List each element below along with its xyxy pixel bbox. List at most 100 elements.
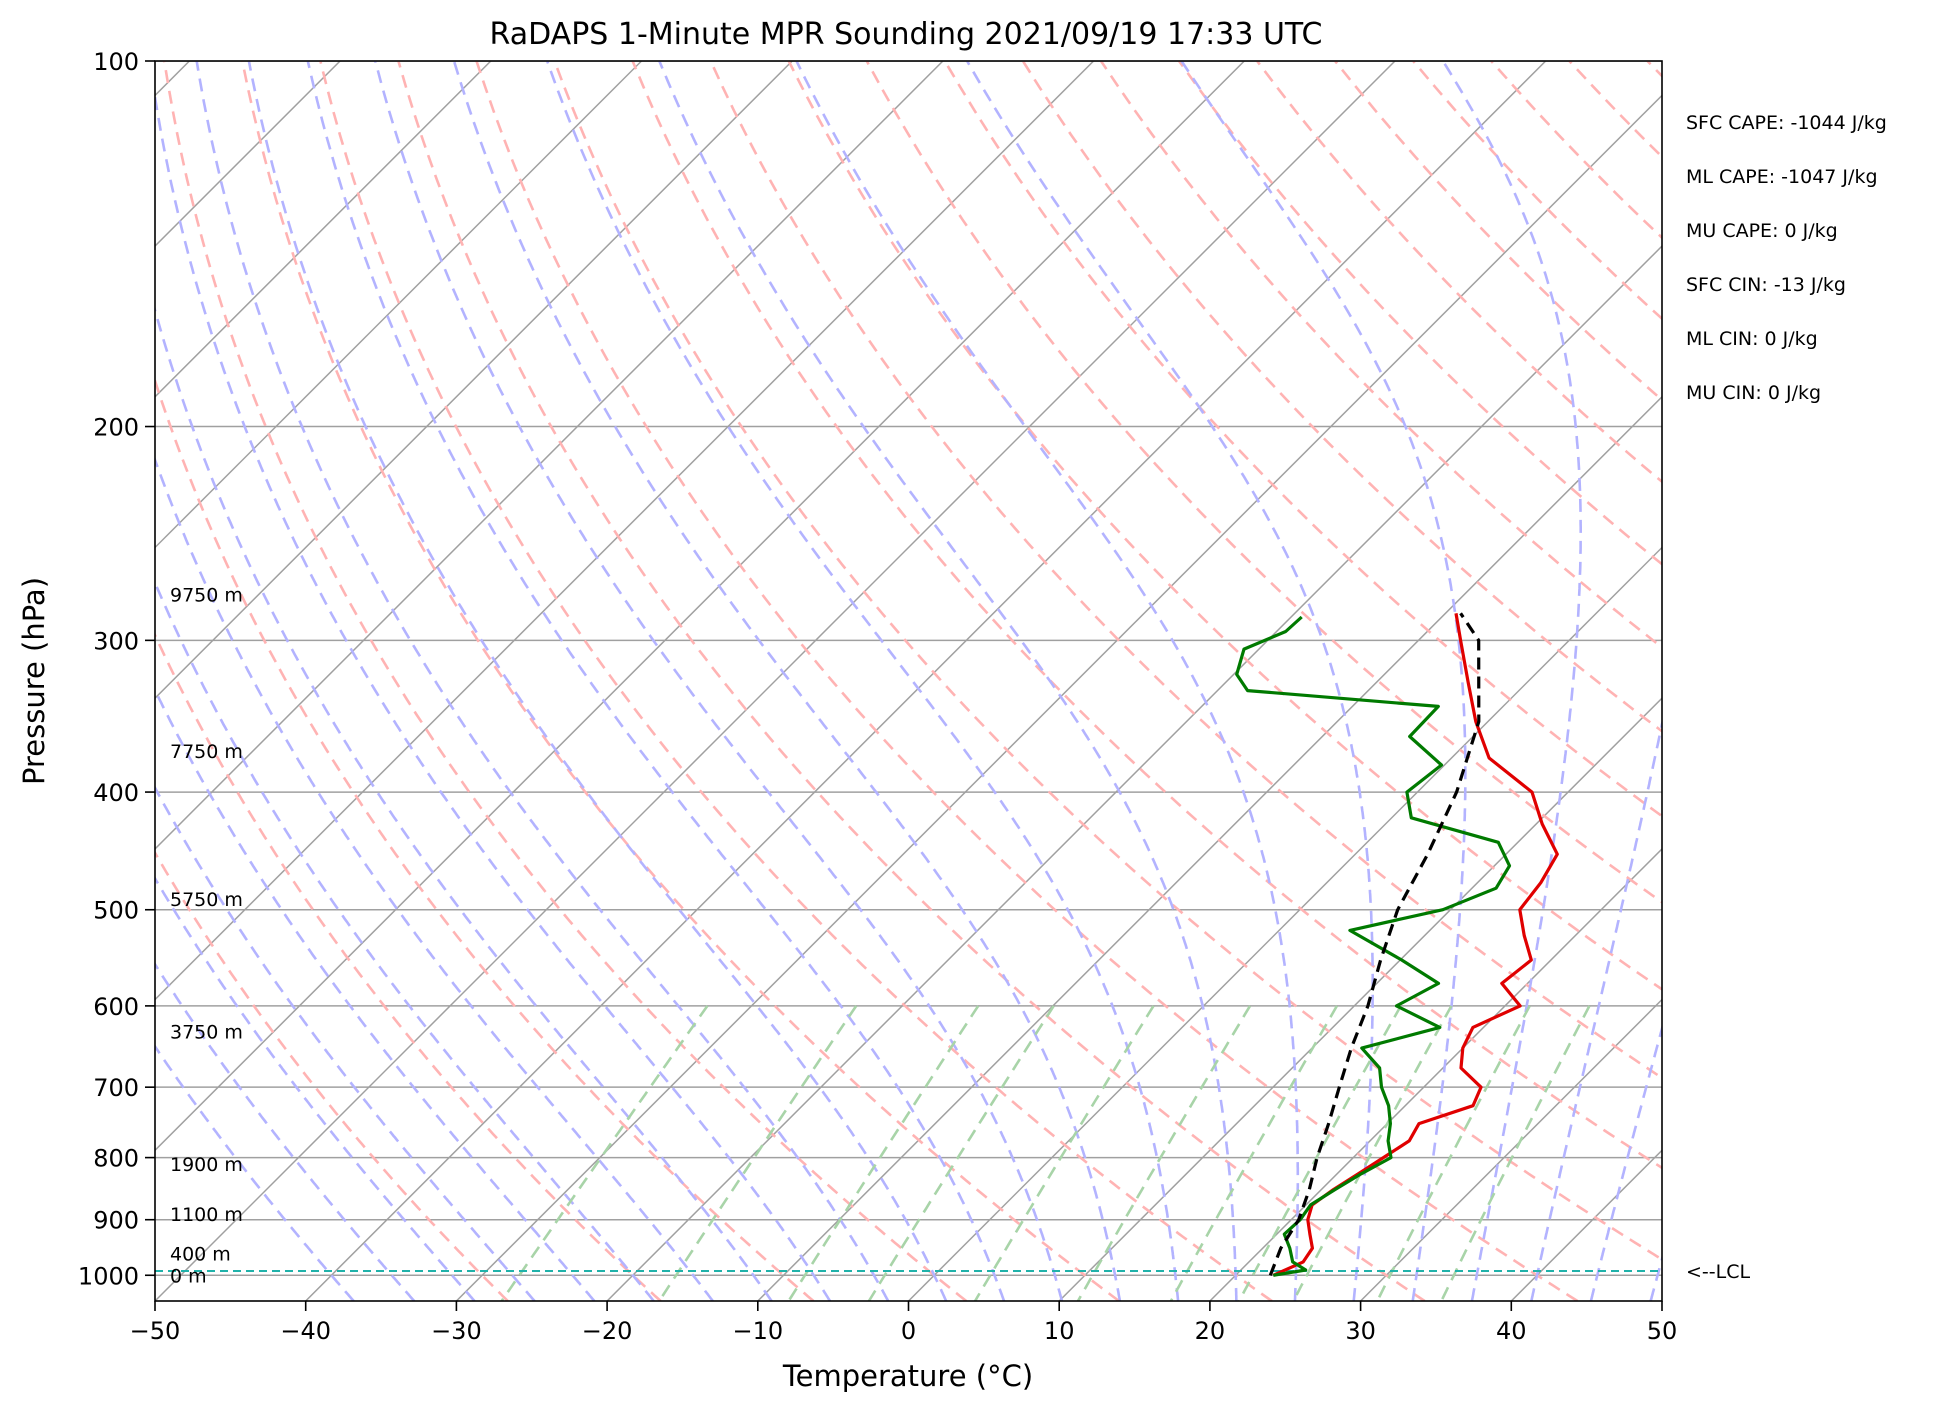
parcel-profile xyxy=(1268,612,1481,1276)
isotherm xyxy=(155,61,1245,1152)
isotherm xyxy=(155,61,341,248)
temperature-profile xyxy=(1272,613,1559,1277)
y-tick-label: 200 xyxy=(93,414,139,442)
dry-adiabat xyxy=(155,632,662,1301)
y-axis-label: Pressure (hPa) xyxy=(17,577,51,785)
x-tick-label: −10 xyxy=(732,1317,783,1345)
dry-adiabat xyxy=(1646,61,1662,78)
moist-adiabat xyxy=(452,61,1122,1301)
dewpoint-profile xyxy=(1235,615,1512,1277)
isotherm xyxy=(155,61,944,850)
dry-adiabat xyxy=(787,61,1662,991)
dry-adiabat xyxy=(397,61,1426,1301)
moist-adiabat xyxy=(658,61,1238,1301)
mixing-ratio-line xyxy=(1440,1005,1591,1301)
y-tick-label: 300 xyxy=(93,627,139,655)
isotherm xyxy=(757,395,1662,1301)
dry-adiabat xyxy=(155,376,815,1301)
stability-index: ML CAPE: -1047 J/kg xyxy=(1686,166,1878,188)
y-tick-label: 400 xyxy=(93,779,139,807)
isotherm xyxy=(1058,697,1662,1301)
dry-adiabat xyxy=(1334,61,1662,402)
moist-adiabat xyxy=(155,305,773,1301)
moist-adiabat xyxy=(155,579,655,1301)
height-label: 1900 m xyxy=(170,1154,243,1176)
lcl-line-group: <--LCL xyxy=(155,1261,1750,1283)
height-label: 1100 m xyxy=(170,1204,243,1226)
dry-adiabat xyxy=(1021,61,1662,733)
isotherms xyxy=(155,61,1662,1301)
dry-adiabat xyxy=(1412,61,1662,321)
moist-adiabat xyxy=(155,687,596,1301)
stability-index: SFC CIN: -13 J/kg xyxy=(1686,274,1846,296)
height-label: 400 m xyxy=(170,1244,231,1266)
mixing-ratio-line xyxy=(867,1005,1055,1301)
mixing-ratio-line xyxy=(973,1005,1155,1301)
isotherm xyxy=(155,61,1095,1001)
mixing-ratio-line xyxy=(658,1005,858,1301)
mixing-ratio-line xyxy=(1076,1005,1252,1301)
dry-adiabat xyxy=(475,61,1579,1301)
stability-index: ML CIN: 0 J/kg xyxy=(1686,328,1818,350)
background-lines xyxy=(155,61,1933,1301)
isotherm xyxy=(155,61,492,398)
y-tick-label: 1000 xyxy=(78,1262,139,1290)
isotherm xyxy=(155,61,643,549)
pressure-gridlines xyxy=(155,61,1662,1277)
x-tick-label: 40 xyxy=(1496,1317,1527,1345)
height-label: 9750 m xyxy=(170,584,243,606)
height-label: 0 m xyxy=(170,1265,207,1287)
dry-adiabat xyxy=(155,850,509,1301)
dry-adiabat xyxy=(865,61,1662,904)
mixing-ratio-line xyxy=(1237,1005,1402,1301)
x-tick-label: −20 xyxy=(582,1317,633,1345)
lcl-label: <--LCL xyxy=(1686,1261,1750,1283)
x-tick-label: 10 xyxy=(1044,1317,1075,1345)
stability-index: SFC CAPE: -1044 J/kg xyxy=(1686,112,1887,134)
isotherm xyxy=(155,61,793,700)
moist-adiabat xyxy=(1589,1023,1662,1301)
y-tick-label: 600 xyxy=(93,993,139,1021)
moist-adiabat xyxy=(155,456,714,1301)
y-tick-label: 800 xyxy=(93,1145,139,1173)
mixing-ratio-line xyxy=(1292,1005,1453,1301)
dry-adiabat xyxy=(1568,61,1662,159)
moist-adiabat xyxy=(1180,61,1467,1301)
x-tick-label: −50 xyxy=(130,1317,181,1345)
y-axis-ticks: 100 200 300 400 500 600 700 800 900 1000 xyxy=(78,48,155,1290)
isotherm xyxy=(1661,1299,1662,1301)
x-tick-label: 50 xyxy=(1647,1317,1678,1345)
y-tick-label: 500 xyxy=(93,897,139,925)
dry-adiabats xyxy=(155,61,1933,1301)
isotherm xyxy=(1209,847,1662,1301)
moist-adiabat xyxy=(155,785,536,1301)
dry-adiabat xyxy=(1725,61,1933,1301)
height-label: 5750 m xyxy=(170,889,243,911)
moist-adiabat xyxy=(795,61,1300,1301)
dry-adiabat xyxy=(1177,61,1662,566)
isotherm xyxy=(606,245,1662,1301)
stability-index: MU CIN: 0 J/kg xyxy=(1686,382,1821,404)
dry-adiabat xyxy=(163,61,968,1301)
isotherm xyxy=(455,94,1662,1301)
y-tick-label: 100 xyxy=(93,48,139,76)
moist-adiabat xyxy=(155,875,476,1301)
x-tick-label: −40 xyxy=(280,1317,331,1345)
x-tick-label: 30 xyxy=(1345,1317,1376,1345)
isotherm xyxy=(155,61,1396,1301)
moist-adiabat xyxy=(155,961,416,1301)
moist-adiabats xyxy=(155,61,1662,1301)
chart-title: RaDAPS 1-Minute MPR Sounding 2021/09/19 … xyxy=(490,17,1323,52)
height-label: 3750 m xyxy=(170,1022,243,1044)
moist-adiabat xyxy=(155,88,832,1301)
x-tick-label: 0 xyxy=(901,1317,916,1345)
moist-adiabat xyxy=(155,1044,355,1301)
dry-adiabat xyxy=(943,61,1662,818)
dry-adiabat xyxy=(1490,61,1662,240)
x-tick-label: 20 xyxy=(1195,1317,1226,1345)
y-tick-label: 900 xyxy=(93,1207,139,1235)
moist-adiabat xyxy=(306,61,1006,1301)
dry-adiabat xyxy=(1099,61,1662,649)
